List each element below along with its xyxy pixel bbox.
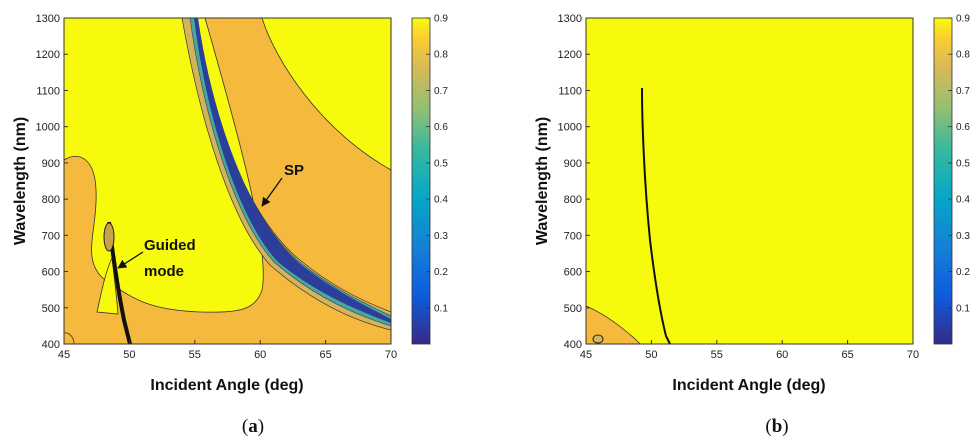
y-tick-label-a: 900 [42, 158, 60, 170]
guided-mode-arrow [117, 251, 144, 269]
x-tick-label-b: 65 [841, 349, 853, 361]
colorbar-tick-label-a: 0.8 [434, 50, 448, 61]
y-tick-label-b: 400 [564, 339, 582, 351]
y-tick-label-b: 1100 [558, 85, 582, 97]
colorbar-tick-label-a: 0.7 [434, 86, 448, 97]
colorbar-tick-label-b: 0.1 [956, 303, 970, 314]
low-reflectance-region-b [586, 305, 641, 344]
y-axis-label-b: Wavelength (nm) [534, 117, 551, 245]
y-tick-label-b: 600 [564, 267, 582, 279]
colorbar-tick-label-b: 0.5 [956, 158, 970, 169]
x-tick-label-a: 60 [254, 349, 266, 361]
colorbar-tick-label-b: 0.9 [956, 14, 970, 25]
plot-area-a [64, 18, 391, 344]
corner-contour-a [64, 332, 75, 344]
y-tick-label-b: 1300 [558, 13, 582, 25]
colorbar-tick-label-a: 0.4 [434, 195, 448, 206]
y-tick-label-a: 600 [42, 267, 60, 279]
x-tick-label-a: 45 [58, 349, 70, 361]
colorbar-tick-label-b: 0.6 [956, 122, 970, 133]
colorbar-tick-label-a: 0.3 [434, 231, 448, 242]
y-tick-label-a: 1100 [36, 85, 60, 97]
y-tick-label-a: 700 [42, 230, 60, 242]
plot-area-b [586, 18, 913, 344]
axis-ticks-b: 45 50 55 60 65 70 400 500 600 700 800 900 1000 1100 12… [558, 13, 920, 361]
y-tick-label-a: 400 [42, 339, 60, 351]
axis-ticks-a: 45 50 55 60 65 70 400 500 600 700 800 900 1000 1100 12… [36, 13, 398, 361]
plot-frame-a [63, 17, 392, 345]
panel-a: 45 50 55 60 65 70 400 500 600 700 800 900 1000 1100 12… [12, 13, 448, 437]
x-tick-label-b: 60 [776, 349, 788, 361]
guided-mode-loop-a [103, 222, 115, 252]
panel-b: 45 50 55 60 65 70 400 500 600 700 800 900 1000 1100 12… [534, 13, 970, 437]
x-tick-label-b: 55 [711, 349, 723, 361]
guided-annotation: Guided [144, 237, 196, 254]
colorbar-tick-label-b: 0.8 [956, 50, 970, 61]
colorbar-a [411, 17, 431, 345]
y-tick-label-a: 500 [42, 303, 60, 315]
panel-label-a: (a) [242, 416, 264, 437]
y-tick-label-b: 1200 [558, 49, 582, 61]
y-tick-label-b: 700 [564, 230, 582, 242]
sp-arrow [261, 177, 283, 207]
y-tick-label-b: 500 [564, 303, 582, 315]
x-tick-label-b: 45 [580, 349, 592, 361]
y-tick-label-b: 1000 [558, 122, 582, 134]
colorbar-tick-label-b: 0.7 [956, 86, 970, 97]
sp-annotation: SP [284, 162, 304, 179]
x-tick-label-a: 65 [319, 349, 331, 361]
x-axis-label-a: Incident Angle (deg) [150, 377, 303, 394]
colorbar-tick-label-a: 0.9 [434, 14, 448, 25]
x-axis-label-b: Incident Angle (deg) [672, 377, 825, 394]
colorbar-ticks-a: 0.1 0.2 0.3 0.4 0.5 0.6 0.7 0.8 0.9 [426, 14, 448, 314]
colorbar-ticks-b: 0.1 0.2 0.3 0.4 0.5 0.6 0.7 0.8 0.9 [948, 14, 970, 314]
corner-loop-b [592, 334, 604, 344]
colorbar-tick-label-a: 0.5 [434, 158, 448, 169]
colorbar-tick-label-b: 0.4 [956, 195, 970, 206]
guided-mode-curve-b [641, 87, 671, 344]
mode-annotation: mode [144, 263, 184, 280]
y-tick-label-a: 800 [42, 194, 60, 206]
y-tick-label-a: 1300 [36, 13, 60, 25]
panel-label-b: (b) [765, 416, 788, 437]
colorbar-b [933, 17, 953, 345]
colorbar-tick-label-a: 0.2 [434, 267, 448, 278]
y-tick-label-b: 900 [564, 158, 582, 170]
background-region-b [586, 18, 913, 344]
y-tick-label-a: 1200 [36, 49, 60, 61]
colorbar-tick-label-b: 0.2 [956, 267, 970, 278]
colorbar-tick-label-a: 0.1 [434, 303, 448, 314]
y-axis-label-a: Wavelength (nm) [12, 117, 29, 245]
y-tick-label-a: 1000 [36, 122, 60, 134]
colorbar-tick-label-a: 0.6 [434, 122, 448, 133]
colorbar-tick-label-b: 0.3 [956, 231, 970, 242]
plot-frame-b [585, 17, 914, 345]
y-tick-label-b: 800 [564, 194, 582, 206]
low-reflectance-region-left-a [64, 18, 391, 344]
x-tick-label-b: 50 [645, 349, 657, 361]
sp-band-core-a [194, 18, 391, 323]
x-tick-label-a: 70 [385, 349, 397, 361]
x-tick-label-b: 70 [907, 349, 919, 361]
x-tick-label-a: 50 [123, 349, 135, 361]
x-tick-label-a: 55 [189, 349, 201, 361]
